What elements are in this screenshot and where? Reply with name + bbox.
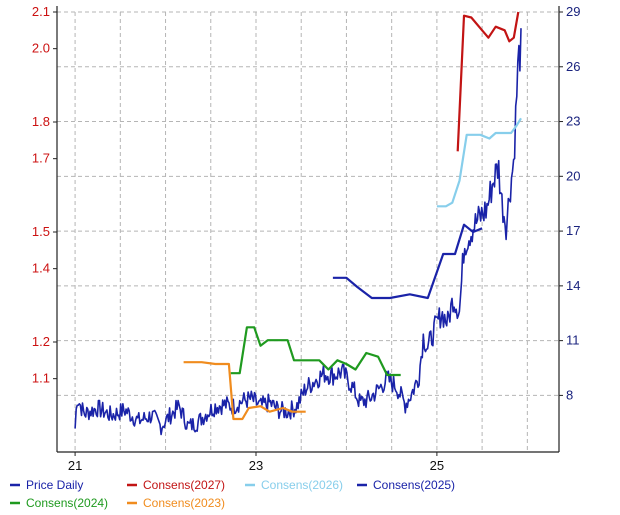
series-line-0: [74, 28, 522, 436]
x-tick-label: 23: [249, 458, 263, 473]
grid: [57, 11, 559, 452]
right-tick-label: 8: [566, 387, 573, 402]
right-tick-label: 14: [566, 278, 580, 293]
left-tick-label: 2.1: [32, 4, 50, 19]
legend-item: Price Daily: [10, 478, 83, 492]
right-tick-label: 17: [566, 223, 580, 238]
legend-label: Consens(2024): [26, 496, 108, 510]
legend-item: Consens(2026): [245, 478, 343, 492]
right-tick-label: 26: [566, 59, 580, 74]
legend-label: Consens(2026): [261, 478, 343, 492]
legend-label: Price Daily: [26, 478, 83, 492]
legend-item: Consens(2025): [357, 478, 455, 492]
left-tick-label: 1.7: [32, 151, 50, 166]
series-line-3: [332, 223, 483, 300]
legend: Price Daily Consens(2027) Consens(2026) Con…: [10, 478, 455, 510]
right-tick-label: 20: [566, 168, 580, 183]
legend-item: Consens(2023): [127, 496, 225, 510]
series-line-2: [436, 117, 522, 208]
axes: [53, 6, 563, 456]
series-line-5: [183, 361, 306, 421]
legend-item: Consens(2024): [10, 496, 108, 510]
series-line-1: [456, 11, 520, 152]
left-tick-label: 1.2: [32, 334, 50, 349]
left-tick-label: 1.5: [32, 224, 50, 239]
x-tick-label: 21: [68, 458, 82, 473]
left-tick-label: 1.4: [32, 261, 50, 276]
legend-label: Consens(2025): [373, 478, 455, 492]
right-tick-label: 29: [566, 4, 580, 19]
left-tick-label: 1.1: [32, 371, 50, 386]
legend-label: Consens(2027): [143, 478, 225, 492]
series-layer: [74, 11, 522, 436]
x-tick-label: 25: [430, 458, 444, 473]
left-tick-label: 2.0: [32, 41, 50, 56]
tick-labels: 2.1 2.0 1.8 1.7 1.5 1.4 1.2 1.1 29 26 23 20 17 14 11 8 2…: [32, 4, 581, 473]
right-tick-label: 23: [566, 114, 580, 129]
series-line-4: [230, 326, 401, 377]
left-tick-label: 1.8: [32, 114, 50, 129]
right-tick-label: 11: [566, 333, 580, 348]
legend-label: Consens(2023): [143, 496, 225, 510]
legend-item: Consens(2027): [127, 478, 225, 492]
